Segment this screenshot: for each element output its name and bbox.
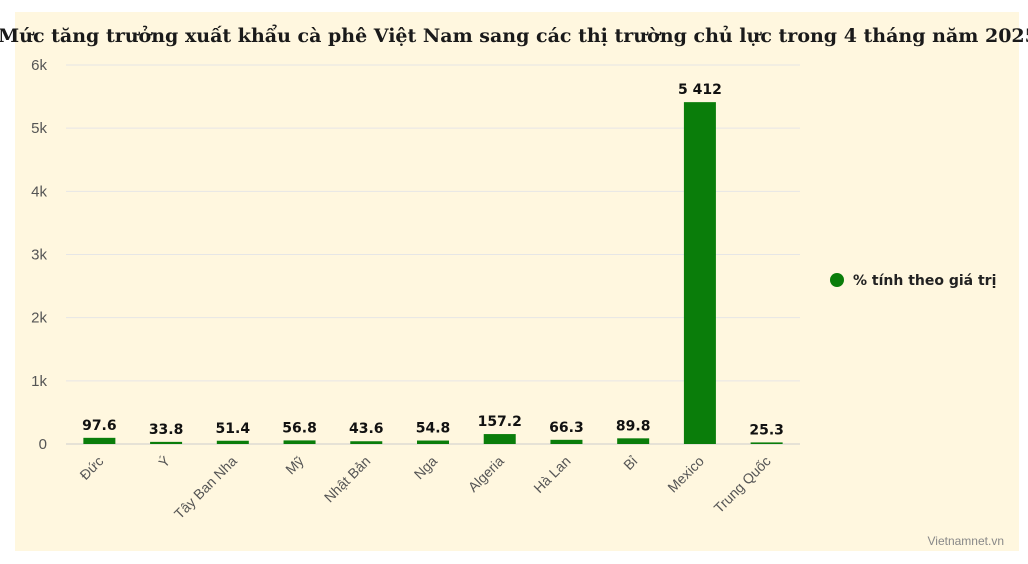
source-credit: Vietnamnet.vn xyxy=(928,534,1005,548)
data-label: 25.3 xyxy=(749,422,784,438)
bar[interactable] xyxy=(750,442,783,444)
y-tick-label: 6k xyxy=(31,57,47,74)
y-tick-label: 4k xyxy=(31,183,47,200)
y-tick-label: 3k xyxy=(31,247,47,264)
x-tick-label: Nga xyxy=(411,453,441,483)
data-label: 89.8 xyxy=(616,418,651,434)
data-label: 97.6 xyxy=(82,418,117,434)
legend[interactable]: % tính theo giá trị xyxy=(830,273,996,289)
y-tick-label: 2k xyxy=(31,310,47,327)
bar[interactable] xyxy=(350,441,383,444)
x-tick-label: Bỉ xyxy=(620,452,641,473)
data-label: 43.6 xyxy=(349,421,384,437)
x-tick-label: Ý xyxy=(155,452,173,470)
bar[interactable] xyxy=(83,437,116,444)
x-tick-label: Đức xyxy=(76,453,106,483)
data-label: 54.8 xyxy=(416,421,451,437)
y-tick-label: 1k xyxy=(31,373,47,390)
data-label: 56.8 xyxy=(282,420,317,436)
x-tick-label: Mexico xyxy=(664,453,707,496)
bar[interactable] xyxy=(150,441,183,444)
x-tick-label: Nhật Bản xyxy=(321,453,374,506)
x-tick-label: Trung Quốc xyxy=(711,453,774,516)
legend-marker xyxy=(830,273,844,287)
bar[interactable] xyxy=(417,440,449,444)
y-tick-label: 0 xyxy=(39,436,47,453)
bar[interactable] xyxy=(283,440,316,444)
x-tick-label: Mỹ xyxy=(282,453,307,478)
x-tick-label: Algeria xyxy=(465,453,507,495)
bar[interactable] xyxy=(683,102,716,444)
data-label: 157.2 xyxy=(478,414,522,430)
bar[interactable] xyxy=(216,440,249,444)
chart-background xyxy=(15,12,1019,551)
data-label: 51.4 xyxy=(216,421,251,437)
bar[interactable] xyxy=(550,439,583,444)
bar[interactable] xyxy=(617,438,650,444)
y-tick-label: 5k xyxy=(31,120,47,137)
x-tick-label: Hà Lan xyxy=(530,453,573,496)
legend-label: % tính theo giá trị xyxy=(853,273,996,289)
data-label: 5 412 xyxy=(678,82,722,98)
bar[interactable] xyxy=(483,434,516,444)
data-label: 66.3 xyxy=(549,420,584,436)
data-label: 33.8 xyxy=(149,422,184,438)
chart-title: Mức tăng trưởng xuất khẩu cà phê Việt Na… xyxy=(0,23,1028,47)
x-tick-label: Tây Ban Nha xyxy=(171,453,240,522)
